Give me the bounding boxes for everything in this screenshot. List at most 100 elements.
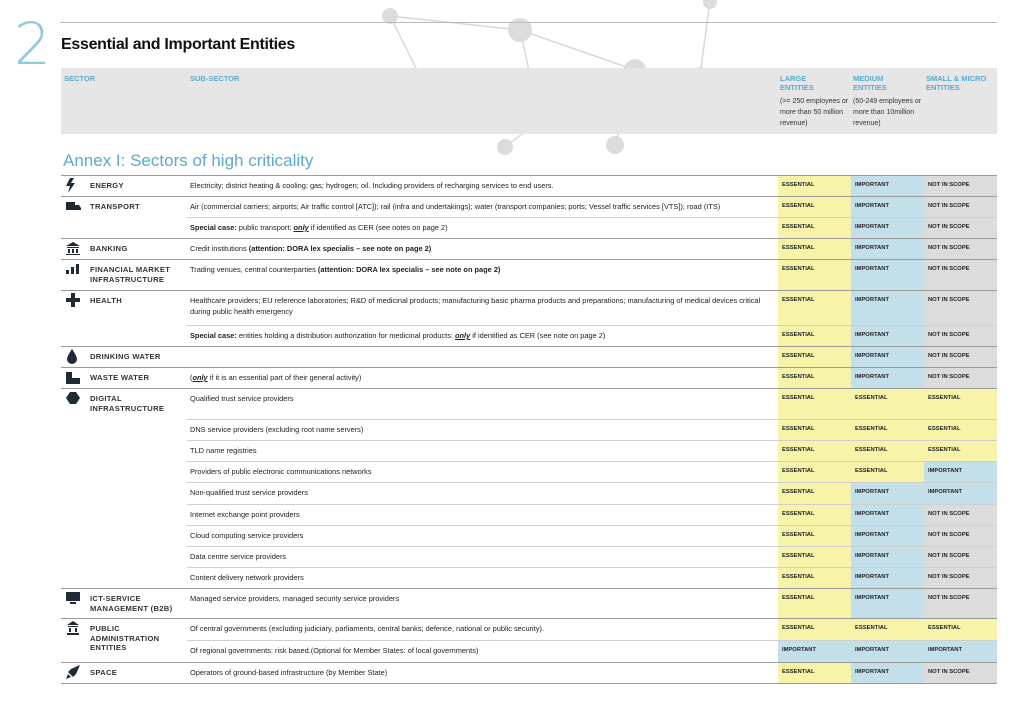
sector-icon: [66, 293, 80, 307]
sub-sector-text: TLD name registries: [190, 445, 770, 456]
text-segment: Special case:: [190, 223, 237, 232]
row-rule: [187, 419, 997, 420]
text-segment: Providers of public electronic communica…: [190, 467, 372, 476]
status-cell: IMPORTANT: [851, 526, 924, 546]
text-segment: Of central governments (excluding judici…: [190, 624, 544, 633]
status-cell: ESSENTIAL: [778, 291, 851, 325]
status-cell: NOT IN SCOPE: [924, 176, 997, 196]
text-segment: Managed service providers, managed secur…: [190, 594, 400, 603]
sector-name: DIGITAL INFRASTRUCTURE: [90, 394, 165, 413]
sector-name: TRANSPORT: [90, 202, 140, 211]
sector-rule: [61, 259, 997, 260]
sub-sector-text: Healthcare providers; EU reference labor…: [190, 295, 770, 317]
status-cell: ESSENTIAL: [851, 389, 924, 419]
status-cell: NOT IN SCOPE: [924, 663, 997, 683]
status-cell: IMPORTANT: [851, 197, 924, 217]
status-cell: IMPORTANT: [851, 547, 924, 567]
sub-sector-text: Electricity; district heating & cooling;…: [190, 180, 770, 191]
status-cell: NOT IN SCOPE: [924, 291, 997, 325]
sector-rule: [61, 175, 997, 176]
status-cell: IMPORTANT: [851, 663, 924, 683]
status-cell: ESSENTIAL: [851, 420, 924, 440]
sub-sector-text: DNS service providers (excluding root na…: [190, 424, 770, 435]
status-cell: IMPORTANT: [851, 483, 924, 504]
bottom-rule: [61, 683, 997, 684]
column-header: MEDIUM ENTITIES: [853, 74, 887, 92]
text-segment: Credit institutions: [190, 244, 249, 253]
sector-name: BANKING: [90, 244, 128, 253]
status-cell: IMPORTANT: [924, 462, 997, 482]
sub-sector-text: Data centre service providers: [190, 551, 770, 562]
text-segment: Qualified trust service providers: [190, 394, 294, 403]
sector-icon: [66, 592, 80, 604]
status-cell: IMPORTANT: [924, 641, 997, 662]
status-cell: ESSENTIAL: [778, 347, 851, 367]
text-segment: if identified as CER (see note on page 2…: [470, 331, 606, 340]
status-cell: ESSENTIAL: [778, 197, 851, 217]
header-band: [61, 68, 997, 134]
sector-header: SECTOR: [64, 74, 96, 83]
status-cell: IMPORTANT: [851, 260, 924, 290]
status-cell: ESSENTIAL: [778, 176, 851, 196]
column-header: SMALL & MICRO ENTITIES: [926, 74, 987, 92]
status-cell: ESSENTIAL: [778, 483, 851, 504]
sub-sector-text: Operators of ground-based infrastructure…: [190, 667, 770, 678]
sector-icon: [66, 178, 75, 193]
status-cell: NOT IN SCOPE: [924, 526, 997, 546]
text-segment: Operators of ground-based infrastructure…: [190, 668, 388, 677]
status-cell: ESSENTIAL: [778, 526, 851, 546]
status-cell: NOT IN SCOPE: [924, 326, 997, 346]
status-cell: NOT IN SCOPE: [924, 568, 997, 588]
status-cell: ESSENTIAL: [778, 547, 851, 567]
text-segment: DNS service providers (excluding root na…: [190, 425, 364, 434]
sector-rule: [61, 290, 997, 291]
status-cell: ESSENTIAL: [778, 368, 851, 388]
text-segment: if it is an essential part of their gene…: [207, 373, 362, 382]
status-cell: ESSENTIAL: [778, 326, 851, 346]
status-cell: ESSENTIAL: [778, 505, 851, 525]
sector-rule: [61, 662, 997, 663]
text-segment: (attention: DORA lex specialis – see not…: [317, 265, 501, 274]
text-segment: only: [455, 331, 471, 340]
sector-rule: [61, 196, 997, 197]
status-cell: ESSENTIAL: [924, 389, 997, 419]
status-cell: ESSENTIAL: [778, 420, 851, 440]
row-rule: [187, 440, 997, 441]
sector-icon: [66, 264, 79, 274]
page-number: 2: [14, 10, 51, 78]
sub-sector-text: Managed service providers, managed secur…: [190, 593, 770, 604]
sub-sector-text: Of regional governments: risk based.(Opt…: [190, 645, 770, 656]
row-rule: [187, 504, 997, 505]
status-cell: ESSENTIAL: [778, 462, 851, 482]
sector-name: DRINKING WATER: [90, 352, 161, 361]
column-header: LARGE ENTITIES: [780, 74, 814, 92]
text-segment: public transport:: [236, 223, 294, 232]
status-cell: NOT IN SCOPE: [924, 547, 997, 567]
text-segment: Internet exchange point providers: [190, 510, 300, 519]
status-cell: ESSENTIAL: [778, 619, 851, 640]
status-cell: IMPORTANT: [851, 589, 924, 618]
status-cell: IMPORTANT: [851, 641, 924, 662]
text-segment: Electricity; district heating & cooling;…: [190, 181, 554, 190]
status-cell: ESSENTIAL: [778, 389, 851, 419]
sub-sector-text: Qualified trust service providers: [190, 393, 770, 404]
sector-rule: [61, 346, 997, 347]
sector-icon: [66, 202, 81, 210]
status-cell: IMPORTANT: [851, 239, 924, 259]
sub-sector-text: Credit institutions (attention: DORA lex…: [190, 243, 770, 254]
sub-sector-text: Content delivery network providers: [190, 572, 770, 583]
status-cell: NOT IN SCOPE: [924, 218, 997, 238]
status-cell: IMPORTANT: [851, 326, 924, 346]
status-cell: ESSENTIAL: [924, 619, 997, 640]
text-segment: Trading venues, central counterparties: [190, 265, 318, 274]
status-cell: IMPORTANT: [851, 218, 924, 238]
status-cell: ESSENTIAL: [924, 420, 997, 440]
page-title: Essential and Important Entities: [61, 36, 296, 53]
row-rule: [187, 482, 997, 483]
status-cell: ESSENTIAL: [778, 441, 851, 461]
sub-sector-text: (only if it is an essential part of thei…: [190, 372, 770, 383]
status-cell: NOT IN SCOPE: [924, 368, 997, 388]
text-segment: Content delivery network providers: [190, 573, 304, 582]
status-cell: IMPORTANT: [851, 291, 924, 325]
text-segment: Data centre service providers: [190, 552, 287, 561]
